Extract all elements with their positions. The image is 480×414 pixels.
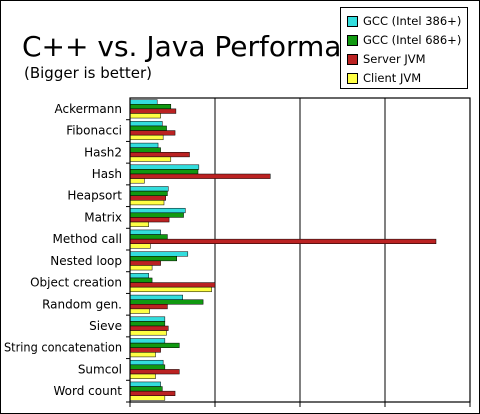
chart-title: C++ vs. Java Performance — [22, 30, 392, 63]
category-label: Heapsort — [67, 189, 122, 203]
category-label: Nested loop — [50, 254, 122, 268]
bar — [129, 359, 164, 366]
bar — [129, 294, 183, 300]
bar — [129, 338, 166, 344]
bar — [129, 316, 166, 322]
bar — [129, 243, 151, 249]
bar — [129, 352, 156, 358]
bar — [129, 251, 189, 257]
bar — [129, 369, 180, 375]
bar — [129, 108, 177, 114]
category-label: Sumcol — [78, 362, 122, 376]
category-label: String concatenation — [4, 341, 122, 355]
legend-swatch — [347, 15, 358, 27]
bar — [129, 273, 149, 279]
bar — [129, 207, 186, 214]
bar — [129, 130, 176, 136]
category-label: Ackermann — [55, 102, 122, 116]
bar — [129, 217, 170, 223]
category-label: Fibonacci — [66, 124, 122, 138]
legend-item: GCC (Intel 686+) — [347, 32, 461, 48]
bar — [129, 265, 153, 271]
bar — [129, 121, 163, 127]
legend-label: GCC (Intel 686+) — [363, 33, 462, 47]
bar — [129, 169, 199, 175]
bar — [129, 256, 177, 262]
category-label: Method call — [53, 232, 122, 246]
bar — [129, 99, 158, 105]
bar — [129, 381, 161, 387]
legend: GCC (Intel 386+) GCC (Intel 686+) Server… — [340, 7, 468, 89]
category-label: Object creation — [30, 276, 122, 290]
bar — [129, 277, 153, 283]
bar — [129, 164, 200, 170]
bar — [129, 321, 166, 327]
bar — [129, 325, 169, 331]
legend-item: GCC (Intel 386+) — [347, 13, 461, 29]
category-label: Random gen. — [42, 297, 122, 311]
bar — [129, 395, 166, 401]
bar — [129, 212, 184, 218]
legend-label: GCC (Intel 386+) — [363, 14, 462, 28]
bar — [129, 342, 180, 348]
bar — [129, 104, 172, 110]
bar — [129, 282, 216, 288]
bar — [129, 386, 163, 392]
bar — [129, 186, 169, 192]
bar — [129, 142, 159, 148]
bar — [129, 190, 168, 196]
bar — [129, 260, 161, 266]
legend-swatch — [347, 34, 358, 46]
category-label: Hash — [92, 167, 122, 181]
legend-swatch — [347, 72, 358, 84]
legend-item: Server JVM — [347, 51, 426, 67]
category-label: Sieve — [89, 319, 122, 333]
bar — [129, 221, 149, 227]
bar — [129, 125, 167, 131]
bar — [129, 178, 145, 184]
bar — [129, 373, 156, 379]
bar — [129, 330, 167, 336]
category-label: Word count — [53, 384, 122, 398]
category-label: Hash2 — [84, 145, 122, 159]
bar — [129, 147, 161, 153]
legend-label: Server JVM — [363, 52, 426, 66]
bar — [129, 229, 161, 235]
bar — [129, 152, 190, 158]
chart-subtitle: (Bigger is better) — [24, 64, 153, 82]
bar — [129, 113, 161, 119]
legend-label: Client JVM — [363, 71, 422, 85]
bar — [129, 299, 204, 305]
bar — [129, 390, 176, 396]
legend-swatch — [347, 53, 358, 65]
bar — [129, 364, 166, 370]
bar — [129, 347, 161, 353]
bar — [129, 195, 166, 201]
bar — [129, 156, 172, 162]
legend-item: Client JVM — [347, 70, 421, 86]
bar — [129, 200, 165, 206]
category-label: Matrix — [84, 210, 122, 224]
bar — [129, 286, 212, 293]
bar — [129, 238, 437, 244]
bar — [129, 134, 164, 141]
bar — [129, 304, 168, 310]
bar — [129, 173, 271, 179]
bar — [129, 308, 150, 314]
bar — [129, 234, 168, 240]
